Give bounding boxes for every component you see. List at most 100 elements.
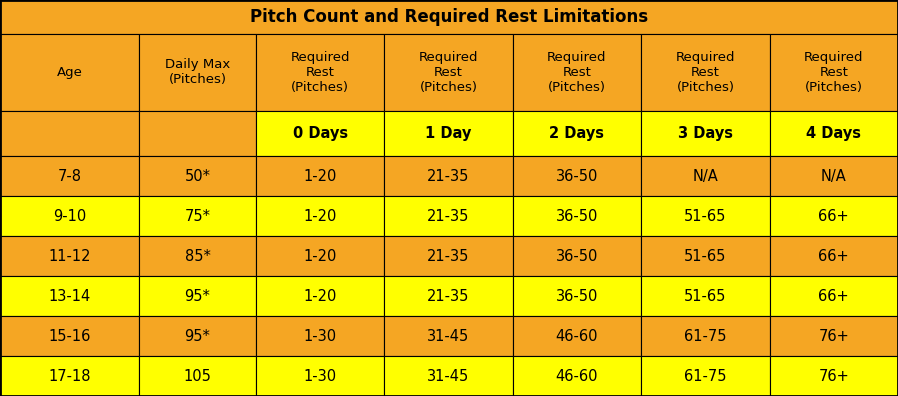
Text: 1 Day: 1 Day: [426, 126, 471, 141]
Text: 46-60: 46-60: [556, 369, 598, 383]
Bar: [139, 236, 256, 276]
Bar: [256, 196, 384, 236]
Bar: [384, 196, 513, 236]
Text: 75*: 75*: [185, 209, 210, 224]
Bar: [256, 356, 384, 396]
Bar: [0, 236, 139, 276]
Text: 46-60: 46-60: [556, 329, 598, 344]
Bar: [513, 316, 641, 356]
Bar: [641, 276, 770, 316]
Text: 17-18: 17-18: [48, 369, 91, 383]
Text: 2 Days: 2 Days: [550, 126, 604, 141]
Bar: [641, 34, 770, 111]
Text: 1-20: 1-20: [304, 169, 337, 184]
Bar: [139, 316, 256, 356]
Bar: [513, 111, 641, 156]
Text: 4 Days: 4 Days: [806, 126, 861, 141]
Text: 36-50: 36-50: [556, 289, 598, 304]
Bar: [256, 276, 384, 316]
Bar: [770, 236, 898, 276]
Text: 1-20: 1-20: [304, 209, 337, 224]
Bar: [384, 356, 513, 396]
Bar: [513, 276, 641, 316]
Bar: [641, 111, 770, 156]
Text: Required
Rest
(Pitches): Required Rest (Pitches): [547, 51, 607, 94]
Text: 51-65: 51-65: [684, 209, 726, 224]
Bar: [513, 196, 641, 236]
Text: 21-35: 21-35: [427, 249, 470, 264]
Text: 61-75: 61-75: [684, 329, 726, 344]
Bar: [139, 196, 256, 236]
Bar: [384, 34, 513, 111]
Bar: [256, 156, 384, 196]
Text: 0 Days: 0 Days: [293, 126, 348, 141]
Text: Required
Rest
(Pitches): Required Rest (Pitches): [418, 51, 479, 94]
Bar: [0, 111, 139, 156]
Text: 7-8: 7-8: [57, 169, 82, 184]
Bar: [641, 356, 770, 396]
Bar: [256, 236, 384, 276]
Text: 21-35: 21-35: [427, 169, 470, 184]
Bar: [641, 316, 770, 356]
Bar: [256, 316, 384, 356]
Bar: [770, 316, 898, 356]
Text: 66+: 66+: [818, 209, 850, 224]
Bar: [513, 34, 641, 111]
Text: 51-65: 51-65: [684, 249, 726, 264]
Bar: [0, 356, 139, 396]
Text: 36-50: 36-50: [556, 209, 598, 224]
Text: Required
Rest
(Pitches): Required Rest (Pitches): [675, 51, 735, 94]
Text: 9-10: 9-10: [53, 209, 86, 224]
Text: 13-14: 13-14: [48, 289, 91, 304]
Bar: [139, 34, 256, 111]
Bar: [139, 356, 256, 396]
Bar: [770, 356, 898, 396]
Bar: [513, 156, 641, 196]
Text: 85*: 85*: [185, 249, 210, 264]
Bar: [641, 236, 770, 276]
Bar: [384, 156, 513, 196]
Text: Required
Rest
(Pitches): Required Rest (Pitches): [290, 51, 350, 94]
Text: 31-45: 31-45: [427, 369, 470, 383]
Bar: [384, 276, 513, 316]
Bar: [139, 111, 256, 156]
Text: 61-75: 61-75: [684, 369, 726, 383]
Text: 21-35: 21-35: [427, 289, 470, 304]
Text: 31-45: 31-45: [427, 329, 470, 344]
Bar: [256, 34, 384, 111]
Text: N/A: N/A: [821, 169, 847, 184]
Text: 95*: 95*: [185, 289, 210, 304]
Text: 50*: 50*: [185, 169, 210, 184]
Bar: [139, 156, 256, 196]
Bar: [641, 156, 770, 196]
Text: 1-20: 1-20: [304, 289, 337, 304]
Bar: [641, 196, 770, 236]
Bar: [384, 316, 513, 356]
Bar: [384, 236, 513, 276]
Bar: [770, 156, 898, 196]
Text: 36-50: 36-50: [556, 169, 598, 184]
Bar: [384, 111, 513, 156]
Bar: [770, 34, 898, 111]
Bar: [0, 276, 139, 316]
Text: Required
Rest
(Pitches): Required Rest (Pitches): [804, 51, 864, 94]
Text: 1-30: 1-30: [304, 369, 337, 383]
Bar: [0, 0, 898, 34]
Text: 1-30: 1-30: [304, 329, 337, 344]
Text: 51-65: 51-65: [684, 289, 726, 304]
Text: 66+: 66+: [818, 249, 850, 264]
Bar: [513, 236, 641, 276]
Bar: [513, 356, 641, 396]
Text: 21-35: 21-35: [427, 209, 470, 224]
Bar: [0, 156, 139, 196]
Text: Pitch Count and Required Rest Limitations: Pitch Count and Required Rest Limitation…: [250, 8, 648, 26]
Text: 76+: 76+: [818, 329, 850, 344]
Text: 76+: 76+: [818, 369, 850, 383]
Text: 105: 105: [183, 369, 212, 383]
Text: 1-20: 1-20: [304, 249, 337, 264]
Text: Daily Max
(Pitches): Daily Max (Pitches): [165, 58, 230, 86]
Text: 66+: 66+: [818, 289, 850, 304]
Bar: [256, 111, 384, 156]
Bar: [770, 111, 898, 156]
Bar: [139, 276, 256, 316]
